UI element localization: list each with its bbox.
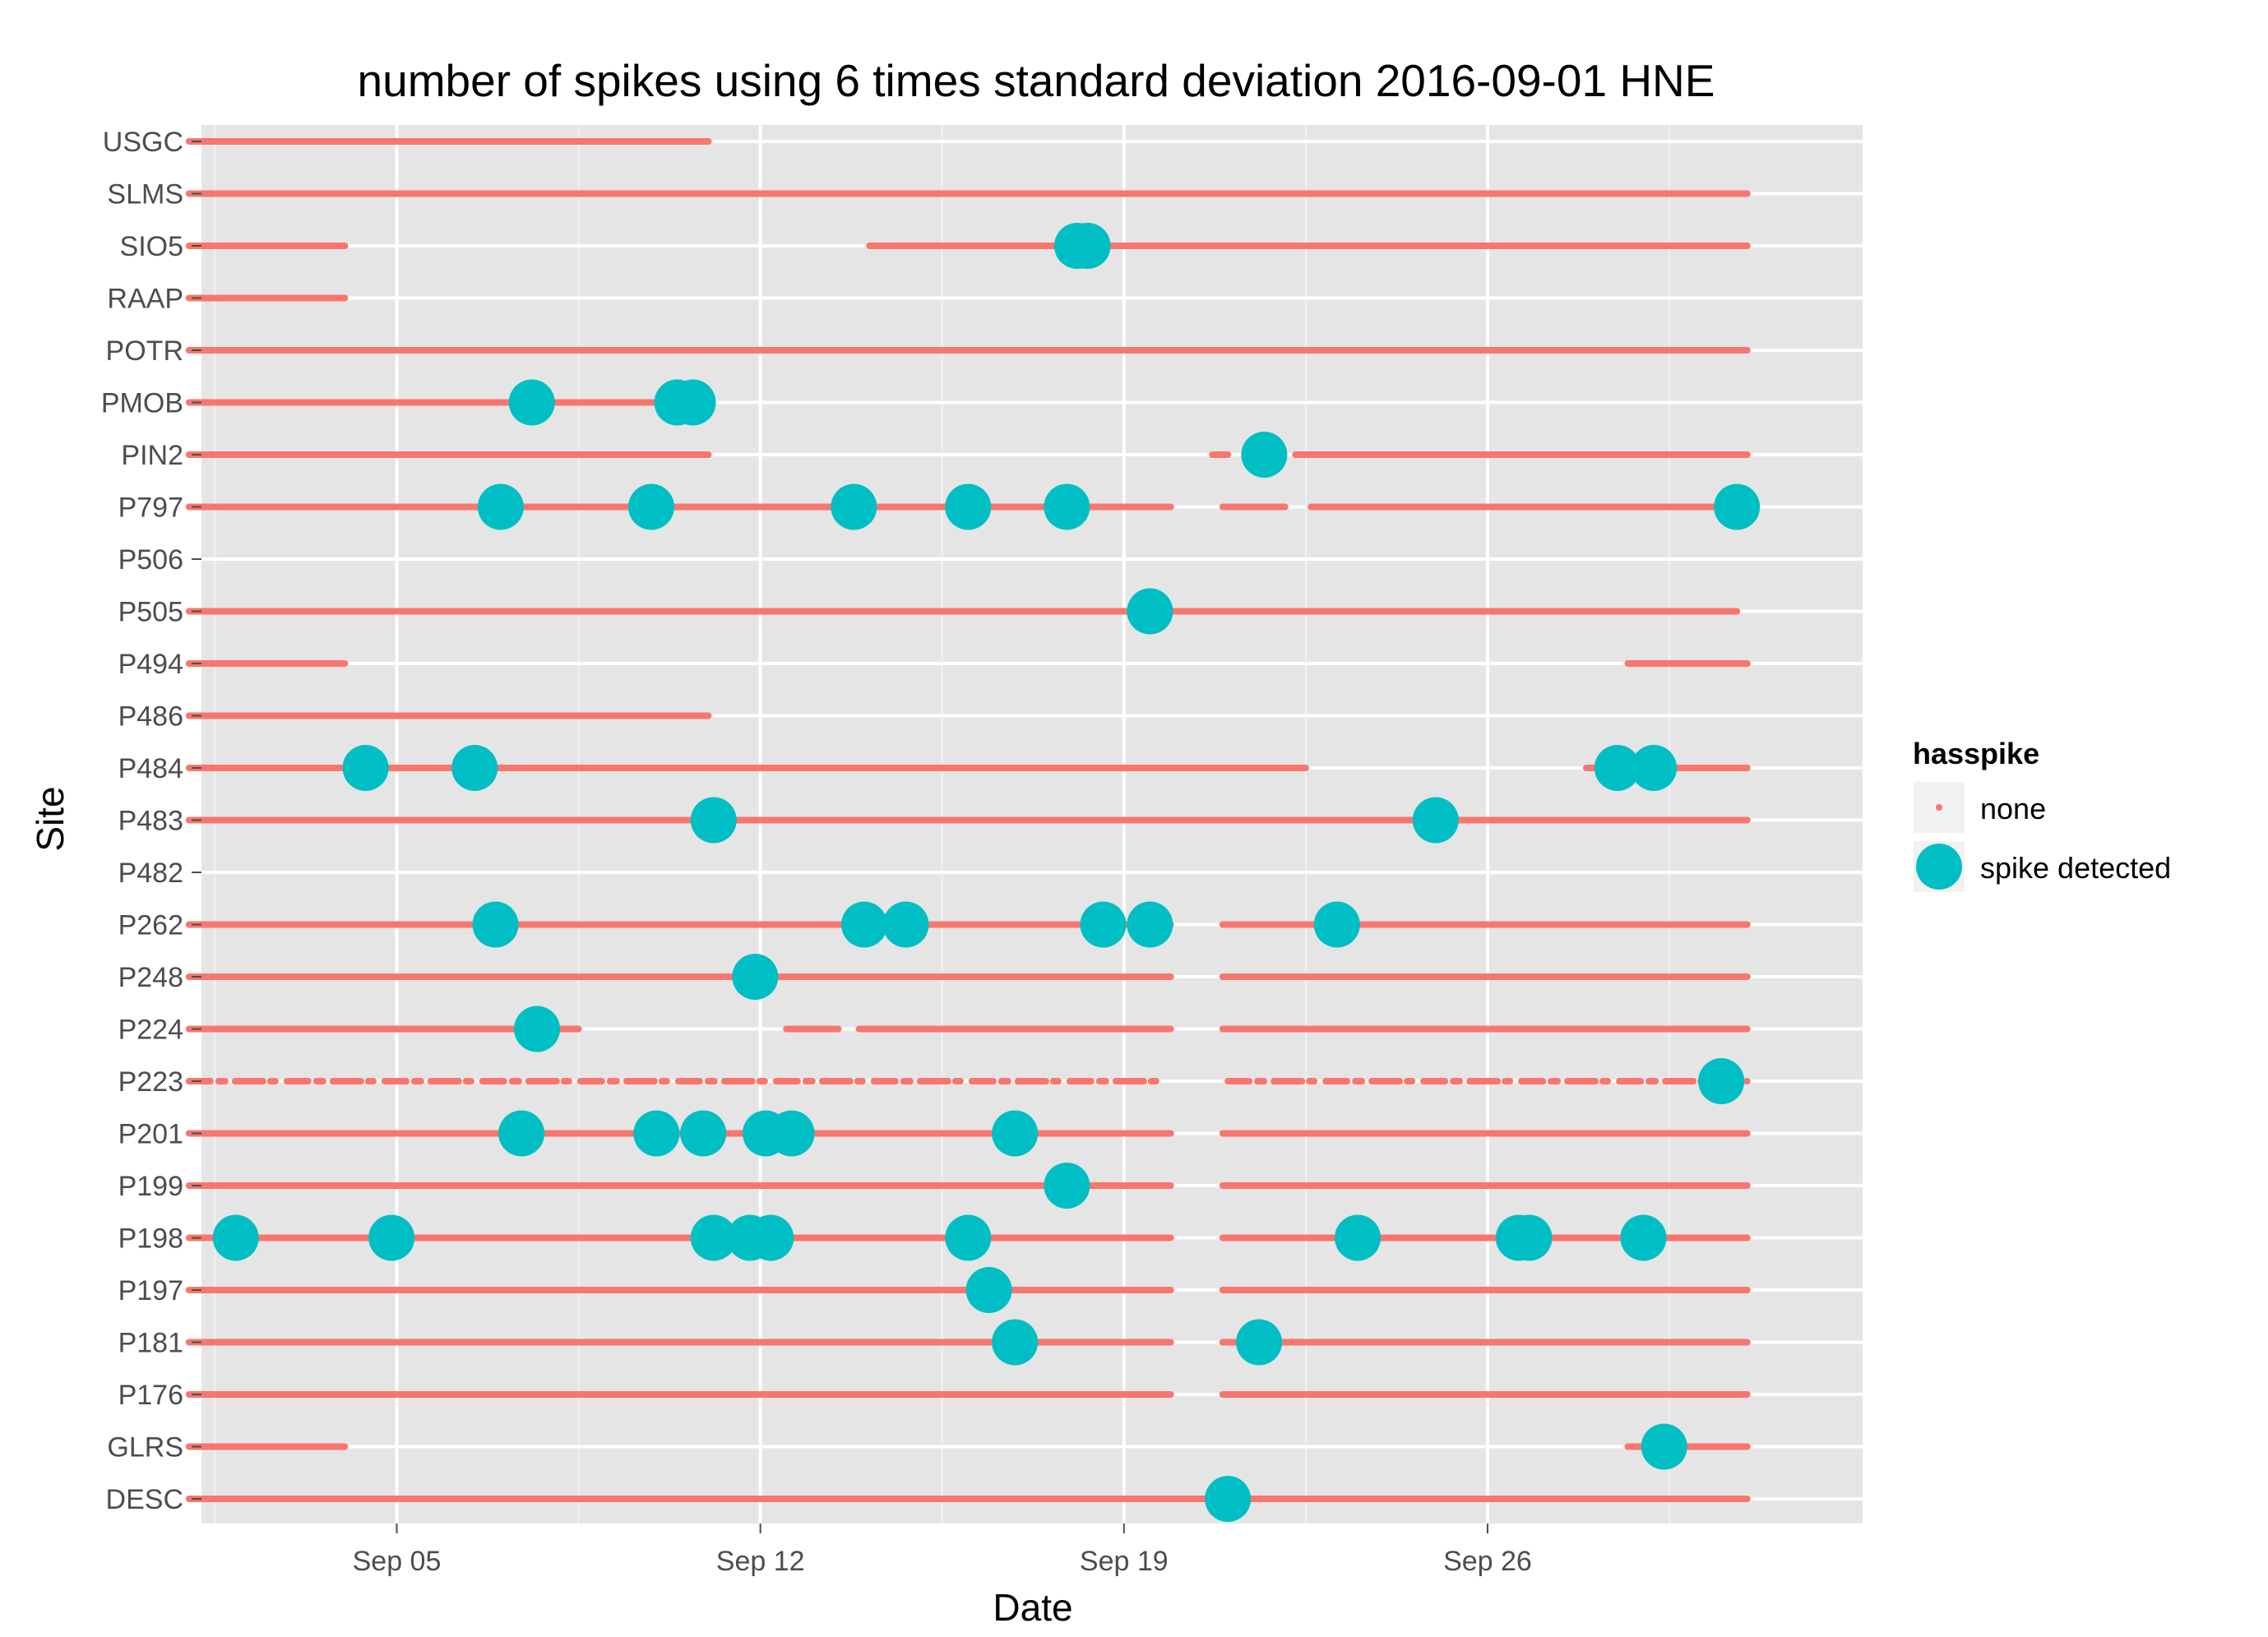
x-tick-label-0: Sep 05	[353, 1546, 442, 1577]
y-tick-label-p486: P486	[118, 701, 183, 733]
spike-point-p262-23	[1127, 901, 1173, 948]
spike-point-p197-45	[965, 1267, 1012, 1313]
spike-point-p201-32	[768, 1110, 815, 1157]
spike-point-p198-41	[1335, 1214, 1382, 1261]
spike-point-p201-33	[992, 1110, 1039, 1157]
legend-swatch-spike	[1916, 844, 1962, 890]
spike-point-p484-14	[451, 745, 498, 791]
spike-point-p198-39	[748, 1214, 794, 1261]
spike-point-p181-46	[992, 1319, 1039, 1366]
y-tick-label-usgc: USGC	[103, 127, 183, 158]
spike-point-p201-29	[633, 1110, 680, 1157]
spike-point-p198-35	[212, 1214, 259, 1261]
y-tick-label-p505: P505	[118, 597, 183, 628]
x-tick-label-2: Sep 19	[1080, 1546, 1169, 1577]
y-tick-label-p494: P494	[118, 649, 183, 680]
x-axis: Sep 05 Sep 12 Sep 19 Sep 26	[353, 1524, 1532, 1577]
y-tick-label-p198: P198	[118, 1223, 183, 1255]
spike-point-p262-19	[472, 901, 519, 948]
spike-point-pin2-5	[1241, 432, 1288, 478]
y-axis: USGC SLMS SIO5 RAAP POTR PMOB PIN2 P797 P506 P505…	[101, 127, 201, 1515]
plot-panel	[201, 125, 1863, 1524]
spike-point-p198-37	[690, 1214, 737, 1261]
spike-point-p248-25	[732, 954, 779, 1000]
y-axis-title: Site	[29, 786, 72, 851]
spike-point-p797-6	[477, 483, 524, 530]
y-tick-label-p201: P201	[118, 1119, 183, 1150]
y-tick-label-p483: P483	[118, 806, 183, 837]
spike-point-p223-27	[1698, 1058, 1745, 1104]
y-tick-label-desc: DESC	[106, 1484, 183, 1515]
spike-point-p198-44	[1620, 1214, 1667, 1261]
spike-point-p198-40	[945, 1214, 992, 1261]
spike-point-p201-28	[498, 1110, 545, 1157]
spike-point-p224-26	[514, 1006, 561, 1052]
y-tick-label-p176: P176	[118, 1380, 183, 1411]
y-tick-label-p797: P797	[118, 492, 183, 524]
y-tick-label-p197: P197	[118, 1275, 183, 1306]
legend-label-none: none	[1980, 792, 2046, 825]
spike-point-p797-9	[945, 483, 992, 530]
legend-label-spike-detected: spike detected	[1980, 851, 2171, 885]
y-tick-label-pmob: PMOB	[101, 388, 183, 419]
y-tick-label-p482: P482	[118, 858, 183, 889]
y-tick-label-p181: P181	[118, 1328, 183, 1359]
spike-point-p484-15	[1594, 745, 1641, 791]
legend: hasspike none spike detected	[1912, 737, 2171, 894]
spike-point-pmob-2	[508, 379, 555, 426]
y-tick-label-p224: P224	[118, 1015, 183, 1046]
y-tick-label-potr: POTR	[106, 335, 183, 367]
spike-point-p262-20	[840, 901, 887, 948]
spike-point-p797-10	[1044, 483, 1090, 530]
spike-point-p201-30	[680, 1110, 727, 1157]
y-tick-label-p199: P199	[118, 1171, 183, 1202]
spike-point-p198-43	[1506, 1214, 1553, 1261]
y-tick-label-p484: P484	[118, 753, 183, 784]
spike-point-p262-21	[882, 901, 929, 948]
chart-title: number of spikes using 6 times standard …	[358, 55, 1715, 106]
spike-point-p199-34	[1044, 1163, 1090, 1209]
x-tick-label-1: Sep 12	[716, 1546, 805, 1577]
x-tick-label-3: Sep 26	[1443, 1546, 1532, 1577]
spike-point-sio5-1	[1064, 223, 1111, 269]
y-tick-label-p262: P262	[118, 910, 183, 941]
spike-point-p797-7	[628, 483, 675, 530]
x-axis-title: Date	[993, 1586, 1072, 1629]
spike-point-p198-36	[368, 1214, 415, 1261]
spike-point-pmob-4	[669, 379, 716, 426]
spike-point-p484-13	[342, 745, 389, 791]
spike-point-glrs-48	[1641, 1423, 1687, 1470]
y-tick-label-raap: RAAP	[107, 284, 183, 315]
spike-point-p483-17	[690, 797, 737, 844]
y-tick-label-p248: P248	[118, 962, 183, 993]
legend-swatch-none	[1936, 804, 1942, 811]
legend-title: hasspike	[1913, 737, 2039, 770]
spike-point-p505-12	[1127, 588, 1173, 635]
y-tick-label-slms: SLMS	[107, 179, 183, 210]
spike-point-p797-11	[1714, 483, 1761, 530]
spike-point-p262-24	[1313, 901, 1360, 948]
spike-point-p484-16	[1631, 745, 1678, 791]
spike-point-p797-8	[831, 483, 877, 530]
y-tick-label-p506: P506	[118, 544, 183, 576]
y-tick-label-p223: P223	[118, 1066, 183, 1098]
y-tick-label-sio5: SIO5	[120, 231, 183, 262]
spike-points	[212, 223, 1761, 1522]
spike-point-p483-18	[1412, 797, 1459, 844]
spike-point-desc-49	[1205, 1476, 1252, 1522]
spike-point-p262-22	[1080, 901, 1127, 948]
spike-point-p181-47	[1236, 1319, 1283, 1366]
y-tick-label-glrs: GLRS	[107, 1432, 183, 1464]
y-tick-label-pin2: PIN2	[121, 440, 183, 471]
